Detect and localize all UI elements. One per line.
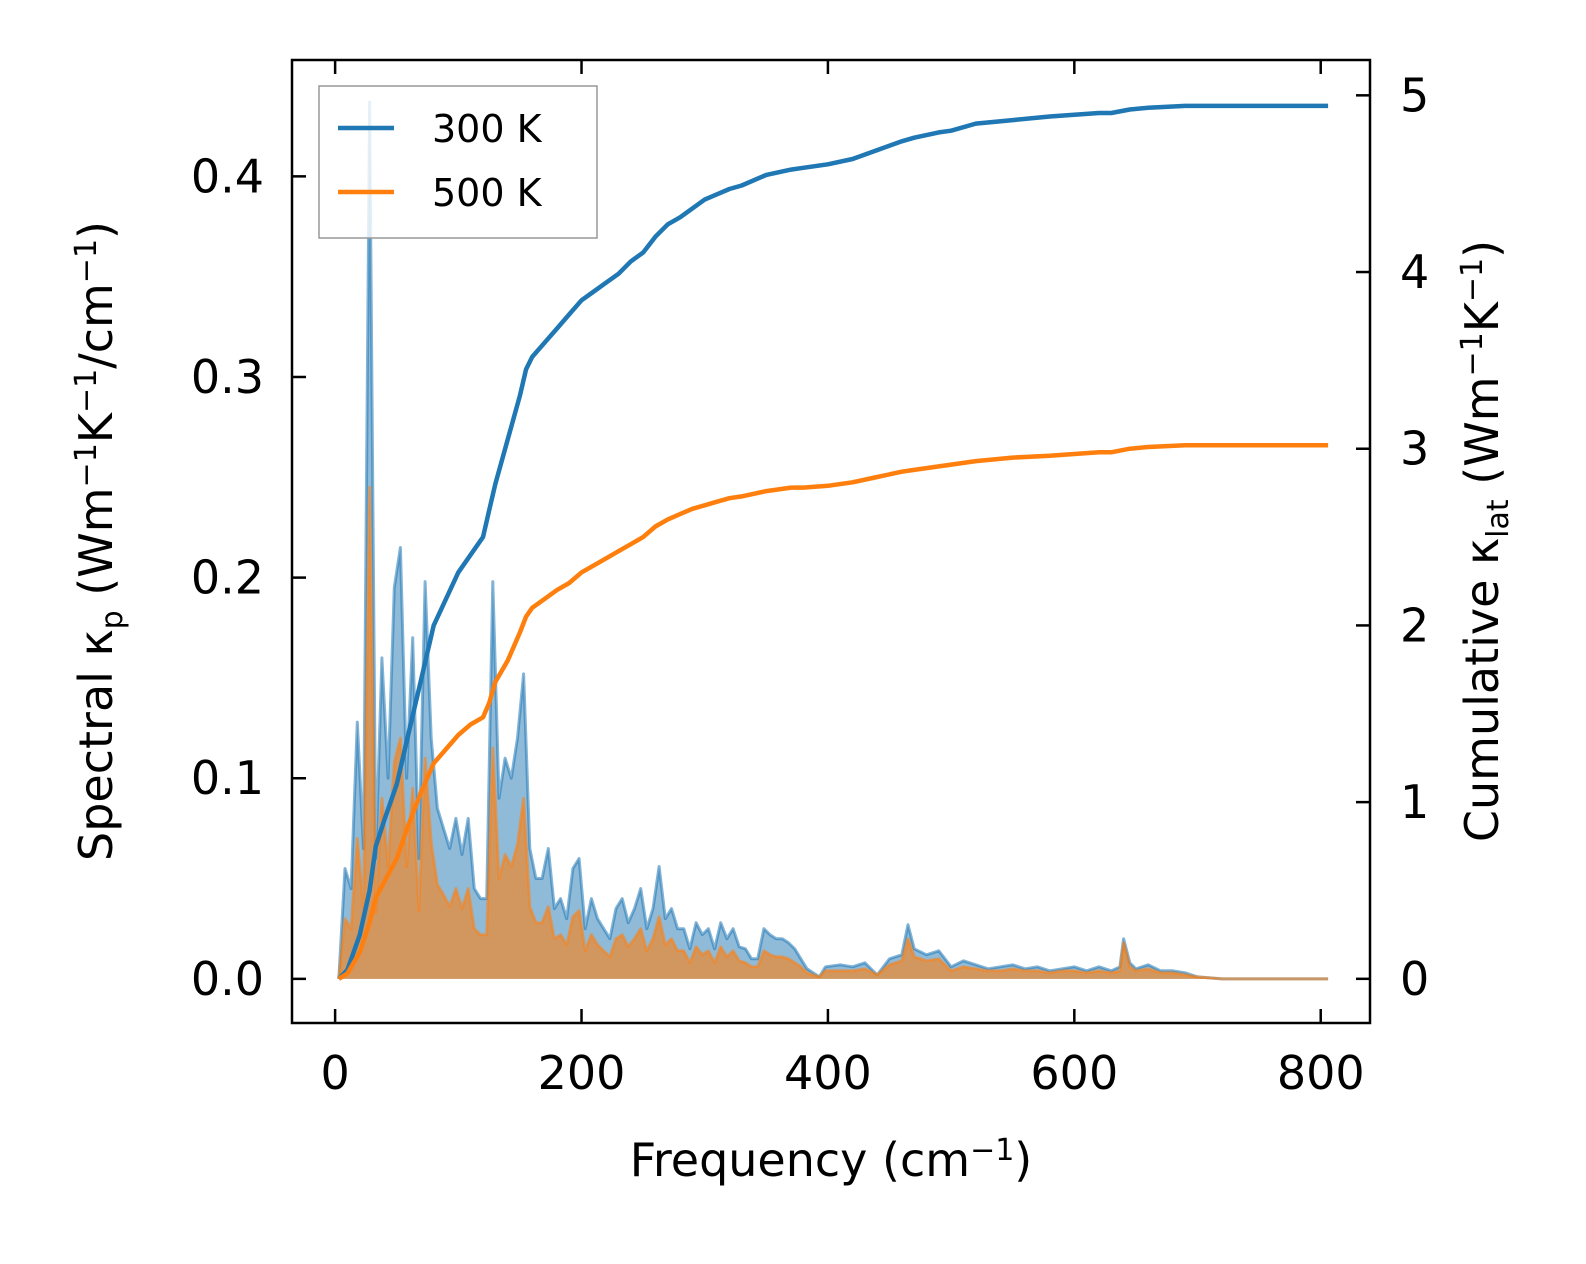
y-left-tick-label: 0.3	[191, 350, 264, 404]
y-right-tick-label: 4	[1400, 245, 1429, 299]
spectral-area-500k	[338, 487, 1329, 979]
labels-layer: 0 200 400 600 800 0.0 0.1 0.2 0.3 0.4 0 1 2 3 4 5 Freque…	[69, 68, 1516, 1187]
legend: 300 K 500 K	[318, 85, 598, 239]
y-left-tick-label: 0.4	[191, 149, 264, 203]
cumulative-line-300k	[337, 103, 1329, 981]
y-left-tick-label: 0.0	[191, 952, 264, 1006]
ticks-layer	[292, 60, 1370, 1023]
x-axis-title: Frequency (cm−1)	[630, 1133, 1033, 1187]
cumulative-layer	[337, 103, 1329, 981]
x-tick-label: 400	[784, 1046, 872, 1100]
y-right-tick-label: 3	[1400, 422, 1429, 476]
y-right-tick-label: 2	[1400, 598, 1429, 652]
y-right-tick-label: 5	[1400, 68, 1429, 122]
plot-frame	[290, 58, 1372, 1025]
x-tick-label: 200	[538, 1046, 626, 1100]
y-right-axis-title: Cumulative κlat (Wm−1K−1)	[1455, 240, 1516, 842]
y-left-tick-label: 0.1	[191, 751, 264, 805]
legend-label: 500 K	[432, 171, 543, 215]
y-right-axis-title-group: Cumulative κlat (Wm−1K−1)	[1455, 240, 1516, 842]
y-left-axis-title: Spectral κp (Wm−1K−1/cm−1)	[69, 221, 130, 861]
cumulative-line-500k	[337, 442, 1329, 981]
legend-box	[318, 85, 598, 239]
spectral-layer	[337, 100, 1329, 981]
y-left-axis-title-group: Spectral κp (Wm−1K−1/cm−1)	[69, 221, 130, 861]
x-tick-label: 600	[1030, 1046, 1118, 1100]
x-tick-label: 800	[1277, 1046, 1365, 1100]
spectral-line-300k	[337, 100, 1329, 981]
y-left-tick-label: 0.2	[191, 551, 264, 605]
x-tick-label: 0	[320, 1046, 349, 1100]
y-right-tick-label: 0	[1400, 952, 1429, 1006]
legend-label: 300 K	[432, 107, 543, 151]
spectral-line-500k	[337, 485, 1329, 981]
y-right-tick-label: 1	[1400, 775, 1429, 829]
